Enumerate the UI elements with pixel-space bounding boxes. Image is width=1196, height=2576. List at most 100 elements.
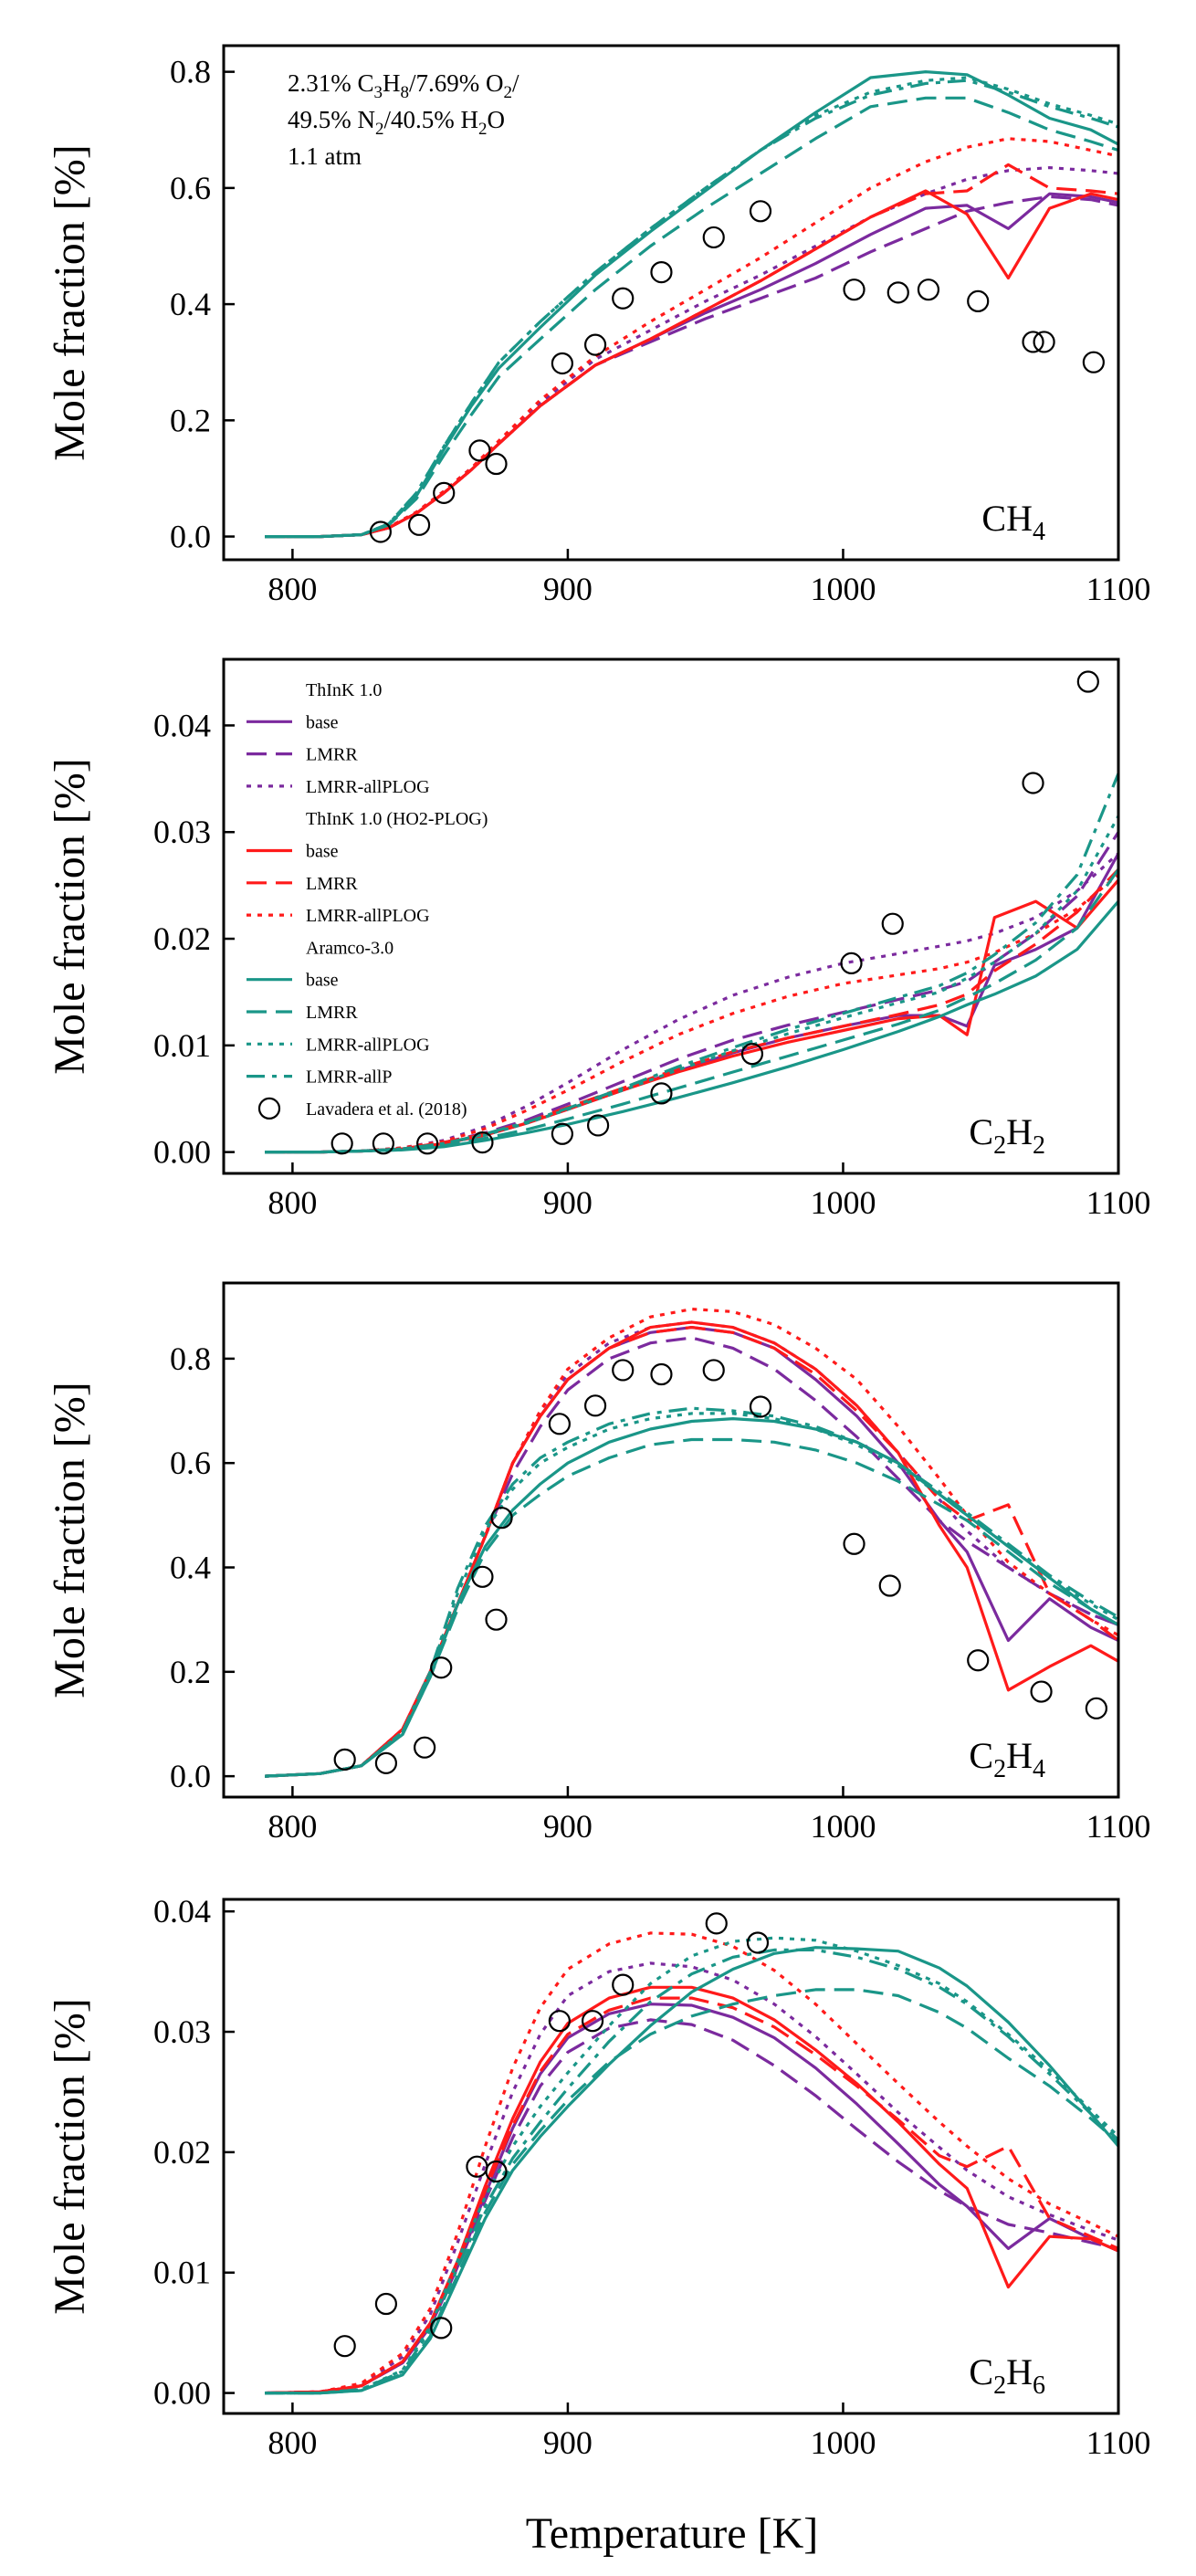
c2h2-experiment-point — [840, 952, 863, 974]
ch4-experiment-point — [551, 352, 573, 375]
c2h6-experiment-markers — [333, 1912, 770, 2358]
c2h6-series-think-1-0-ho2-plog-lmrr — [265, 1996, 1118, 2395]
c2h6-y-tick-label: 0.04 — [153, 1893, 211, 1929]
cond2-a: 49.5% N — [288, 106, 375, 133]
conditions-line-1: 2.31% C3H8/7.69% O2/ — [288, 69, 519, 102]
c2h2-experiment-point — [881, 912, 904, 935]
ch4-x-tick-label: 1100 — [1086, 571, 1151, 607]
x-axis-label: Temperature [K] — [526, 2509, 818, 2558]
ch4-experiment-point — [887, 281, 909, 304]
ch4-series-layer — [265, 69, 1118, 539]
c2h6-series-aramco-3-0-lmrr-allplog — [265, 1936, 1118, 2395]
legend-group-title: ThInK 1.0 — [306, 680, 382, 700]
c2h6-species-label: C2H6 — [969, 2351, 1045, 2400]
c2h4-experiment-point — [843, 1532, 866, 1555]
panel-c2h2: 800 900 1000 1100 0.00 0.01 0.02 0.03 0.04 Mole … — [46, 657, 1150, 1221]
ch4-axis-ticks: 800 900 1000 1100 0.0 0.2 0.4 0.6 0.8 — [170, 54, 1150, 607]
c2h6-series-think-1-0-base — [265, 2003, 1118, 2395]
c2h4-species-label: C2H4 — [969, 1735, 1045, 1783]
ch4-x-tick-label: 800 — [268, 571, 317, 607]
c2h6-species-h-sub: 6 — [1033, 2371, 1045, 2400]
c2h2-experiment-point — [330, 1132, 353, 1155]
c2h2-y-tick-label: 0.00 — [153, 1134, 211, 1171]
legend-group-title: Aramco-3.0 — [306, 938, 393, 958]
ch4-experiment-point — [1082, 351, 1105, 373]
ch4-series-think-1-0-ho2-plog-base — [265, 189, 1118, 539]
c2h4-experiment-point — [1030, 1680, 1053, 1703]
c2h4-plot-frame — [222, 1281, 1120, 1799]
ch4-series-aramco-3-0-lmrr-allplog — [265, 76, 1118, 539]
c2h4-experiment-point — [485, 1608, 508, 1631]
c2h2-experiment-point — [586, 1114, 610, 1137]
c2h2-experiment-point — [740, 1043, 764, 1066]
c2h2-series-layer — [265, 773, 1118, 1154]
ch4-series-think-1-0-lmrr-allplog — [265, 166, 1118, 539]
legend-label: LMRR — [306, 874, 358, 894]
c2h4-y-tick-label: 0.4 — [170, 1550, 211, 1586]
ch4-species-base: CH — [981, 498, 1033, 539]
ch4-experiment-markers — [369, 200, 1105, 543]
c2h6-experiment-point — [374, 2292, 398, 2316]
ch4-x-tick-label: 900 — [543, 571, 593, 607]
legend-label: LMRR-allPLOG — [306, 1035, 430, 1055]
ch4-experiment-point — [407, 513, 431, 536]
ch4-experiment-point — [1022, 331, 1044, 353]
c2h4-experiment-point — [749, 1395, 772, 1418]
ch4-experiment-point — [917, 279, 940, 301]
c2h6-series-aramco-3-0-base — [265, 1946, 1118, 2395]
ch4-y-axis-label: Mole fraction [%] — [46, 144, 94, 461]
ch4-plot-frame — [222, 44, 1120, 562]
c2h6-plot-frame — [222, 1898, 1120, 2415]
ch4-y-tick-label: 0.0 — [170, 519, 211, 555]
c2h2-x-tick-label: 900 — [543, 1184, 593, 1221]
c2h2-y-tick-label: 0.01 — [153, 1027, 211, 1064]
c2h4-experiment-point — [548, 1413, 571, 1435]
cond2-a-sub: 2 — [375, 120, 384, 139]
legend-label: base — [306, 842, 339, 862]
c2h6-series-think-1-0-ho2-plog-lmrr-allplog — [265, 1931, 1118, 2395]
c2h4-y-tick-label: 0.8 — [170, 1341, 211, 1377]
c2h6-y-axis-label: Mole fraction [%] — [46, 1998, 94, 2315]
c2h2-series-aramco-3-0-lmrr — [265, 868, 1118, 1154]
c2h6-series-think-1-0-lmrr — [265, 2018, 1118, 2395]
c2h4-experiment-point — [650, 1362, 673, 1386]
panel-c2h6: 800 900 1000 1100 0.00 0.01 0.02 0.03 0.04 Mole … — [46, 1893, 1150, 2461]
c2h4-series-aramco-3-0-base — [265, 1416, 1118, 1778]
c2h6-species-c: C — [969, 2351, 993, 2392]
c2h2-experiment-point — [471, 1131, 494, 1154]
c2h2-experiment-point — [650, 1082, 673, 1105]
ch4-series-aramco-3-0-lmrr — [265, 96, 1118, 539]
c2h6-species-c-sub: 2 — [993, 2371, 1006, 2400]
c2h6-experiment-point — [612, 1973, 635, 1996]
ch4-experiment-point — [369, 520, 392, 543]
c2h4-series-aramco-3-0-lmrr-allp — [265, 1406, 1118, 1778]
legend-group-title: ThInK 1.0 (HO2-PLOG) — [306, 809, 488, 829]
ch4-experiment-point — [967, 289, 990, 313]
ch4-experiment-point — [702, 226, 725, 249]
c2h6-series-aramco-3-0-lmrr-allp — [265, 1948, 1118, 2395]
c2h6-axis-ticks: 800 900 1000 1100 0.00 0.01 0.02 0.03 0.04 — [153, 1893, 1150, 2461]
legend-label-experiment: Lavadera et al. (2018) — [306, 1099, 467, 1120]
c2h2-species-label: C2H2 — [969, 1111, 1045, 1160]
c2h6-series-think-1-0-lmrr-allplog — [265, 1961, 1118, 2395]
c2h6-series-layer — [265, 1931, 1118, 2395]
c2h4-experiment-point — [333, 1748, 356, 1771]
c2h4-series-layer — [265, 1307, 1118, 1778]
conditions-annotation: 2.31% C3H8/7.69% O2/ 49.5% N2/40.5% H2O … — [288, 69, 519, 170]
c2h4-y-tick-label: 0.2 — [170, 1654, 211, 1690]
c2h6-experiment-point — [430, 2317, 453, 2339]
c2h4-series-think-1-0-lmrr-allplog — [265, 1320, 1118, 1778]
c2h2-series-aramco-3-0-lmrr-allp — [265, 773, 1118, 1154]
c2h4-experiment-point — [374, 1751, 398, 1774]
c2h4-y-axis-label: Mole fraction [%] — [46, 1382, 94, 1698]
c2h4-experiment-point — [430, 1656, 453, 1679]
cond1-a-sub: 3 — [374, 83, 383, 102]
ch4-y-tick-label: 0.6 — [170, 170, 211, 206]
c2h4-x-tick-label: 900 — [543, 1808, 593, 1845]
c2h4-experiment-point — [414, 1736, 436, 1759]
c2h2-series-aramco-3-0-lmrr-allplog — [265, 815, 1118, 1154]
legend-label: base — [306, 971, 339, 991]
c2h6-experiment-point — [485, 2160, 508, 2183]
c2h2-x-tick-label: 1000 — [810, 1184, 876, 1221]
